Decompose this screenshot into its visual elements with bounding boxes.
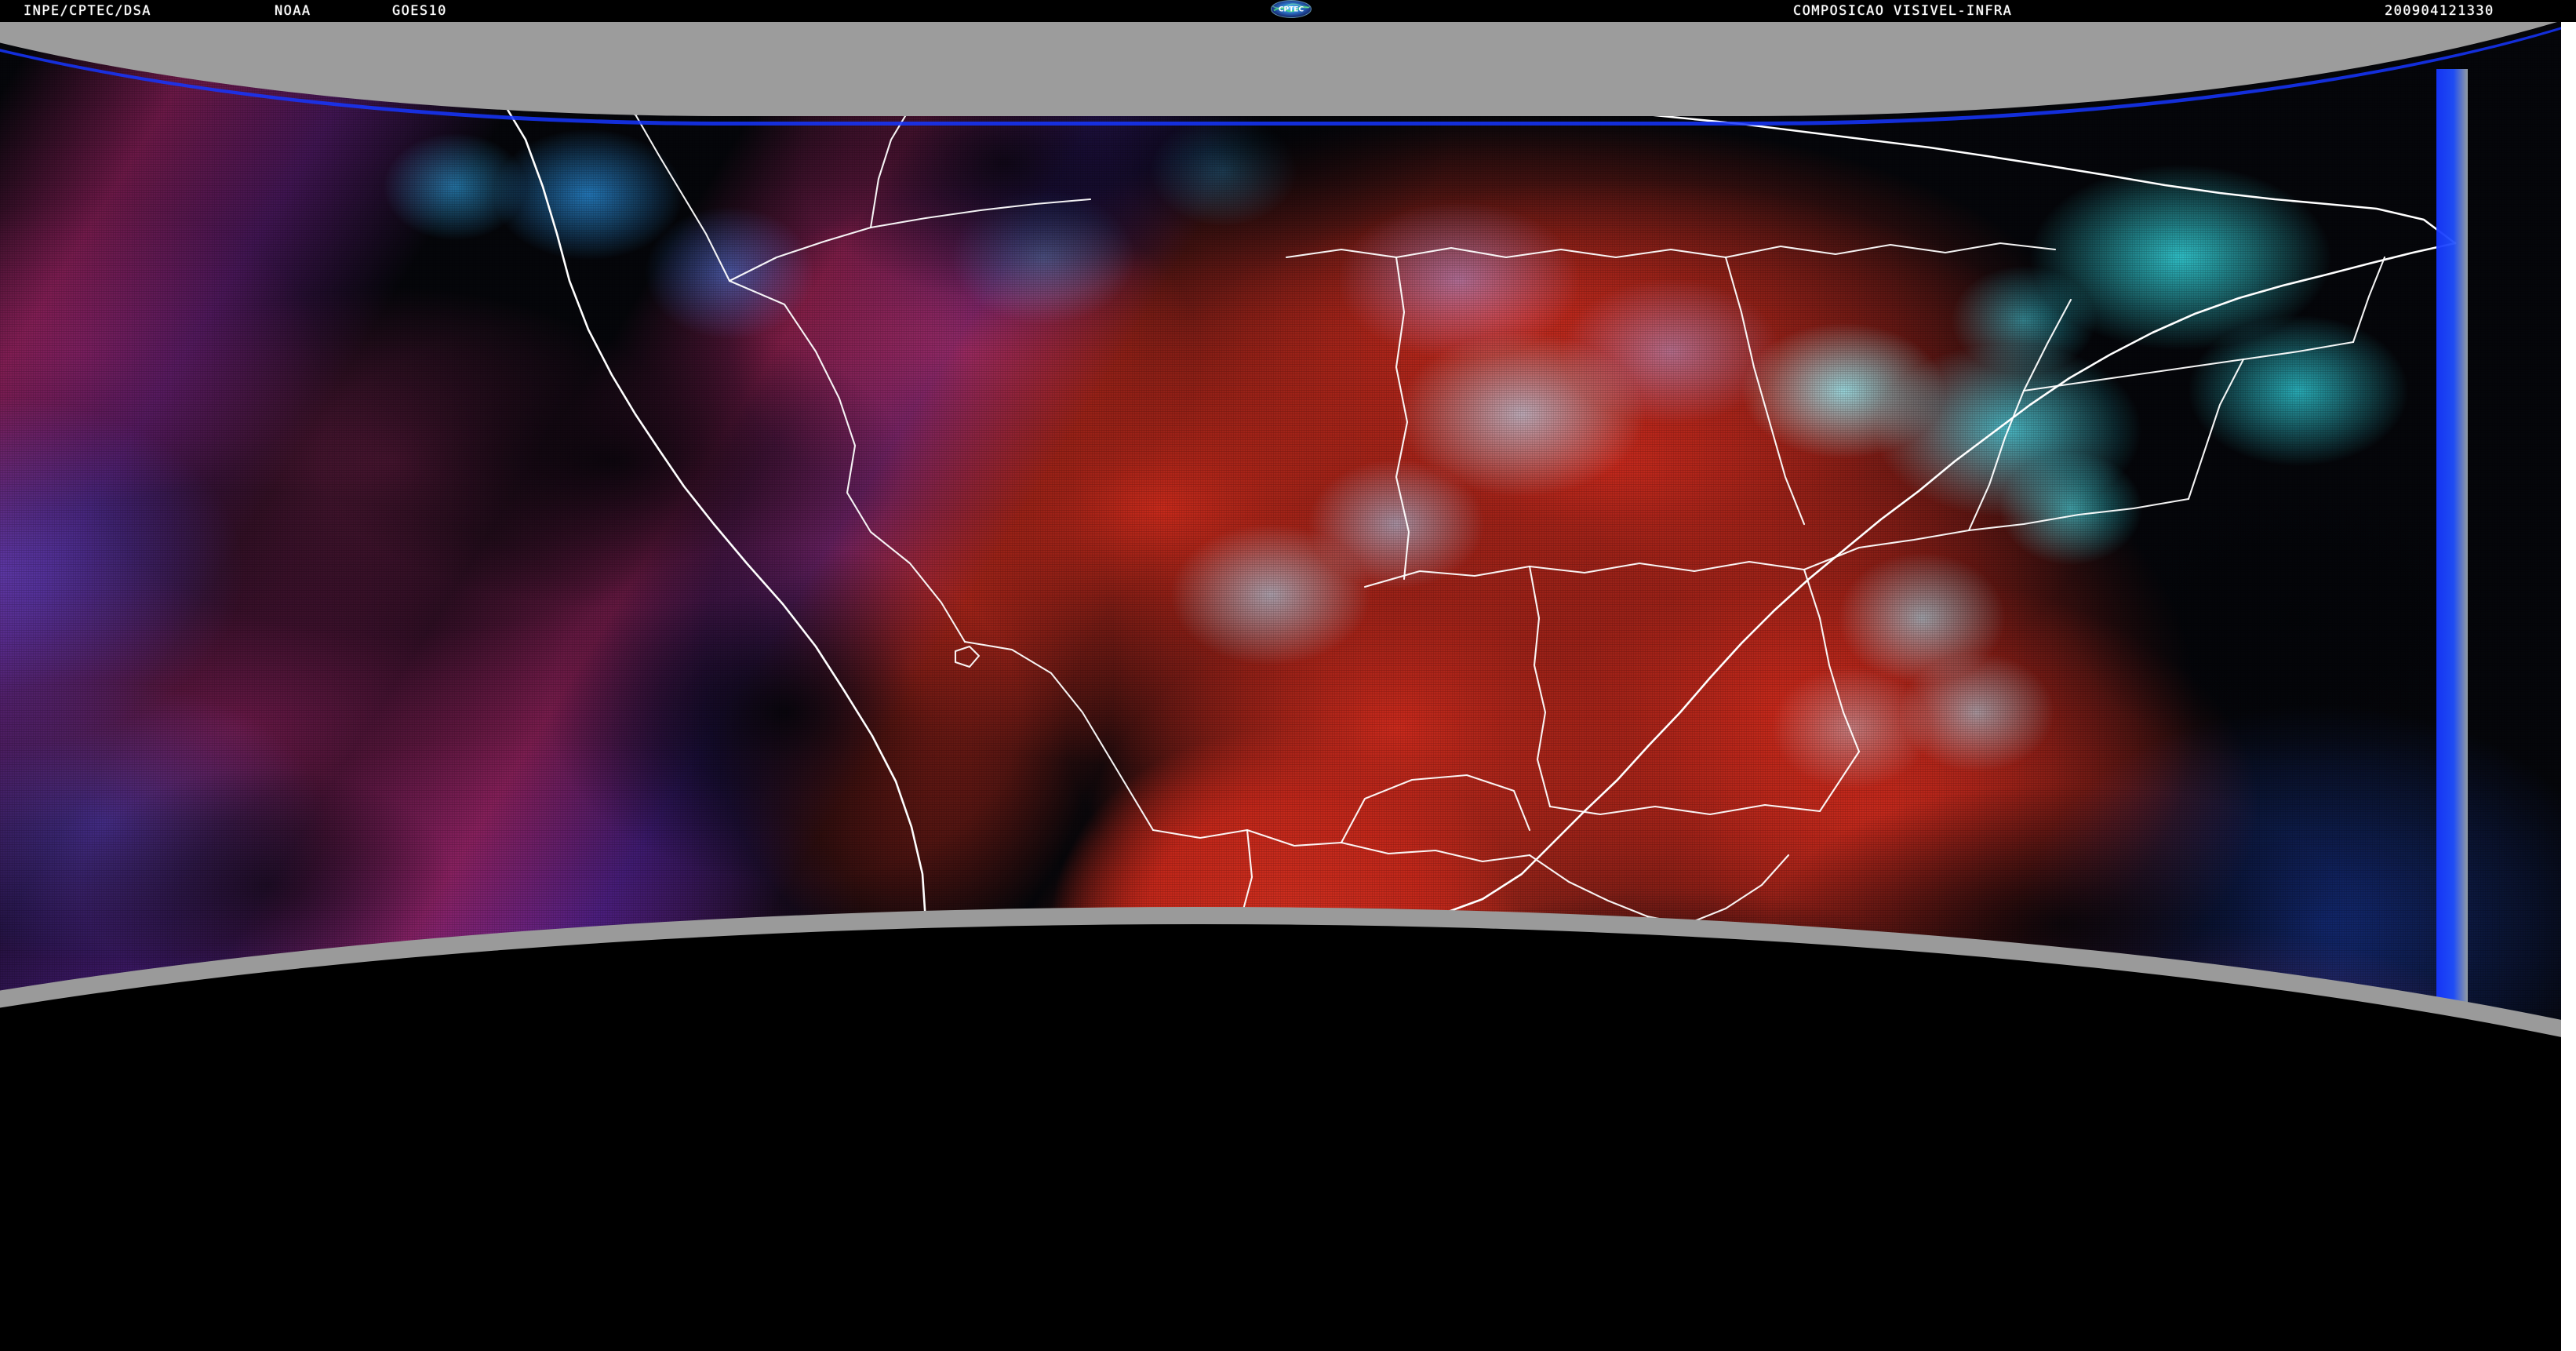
header-timestamp: 200904121330 xyxy=(2385,3,2494,19)
header-product-title: COMPOSICAO VISIVEL-INFRA xyxy=(1793,3,2013,19)
header-source-label: INPE/CPTEC/DSA xyxy=(24,3,151,19)
header-satellite-label: GOES10 xyxy=(392,3,447,19)
satellite-scene xyxy=(0,22,2576,1351)
cptec-logo-icon: CPTEC xyxy=(1271,0,1312,18)
north-limb-rim xyxy=(0,22,2573,126)
right-margin-strip xyxy=(2561,22,2576,1351)
cptec-logo-text: CPTEC xyxy=(1279,6,1304,14)
earth-disc xyxy=(0,22,2573,1309)
south-space-mask xyxy=(0,924,2573,1309)
header-agency-label: NOAA xyxy=(275,3,311,19)
